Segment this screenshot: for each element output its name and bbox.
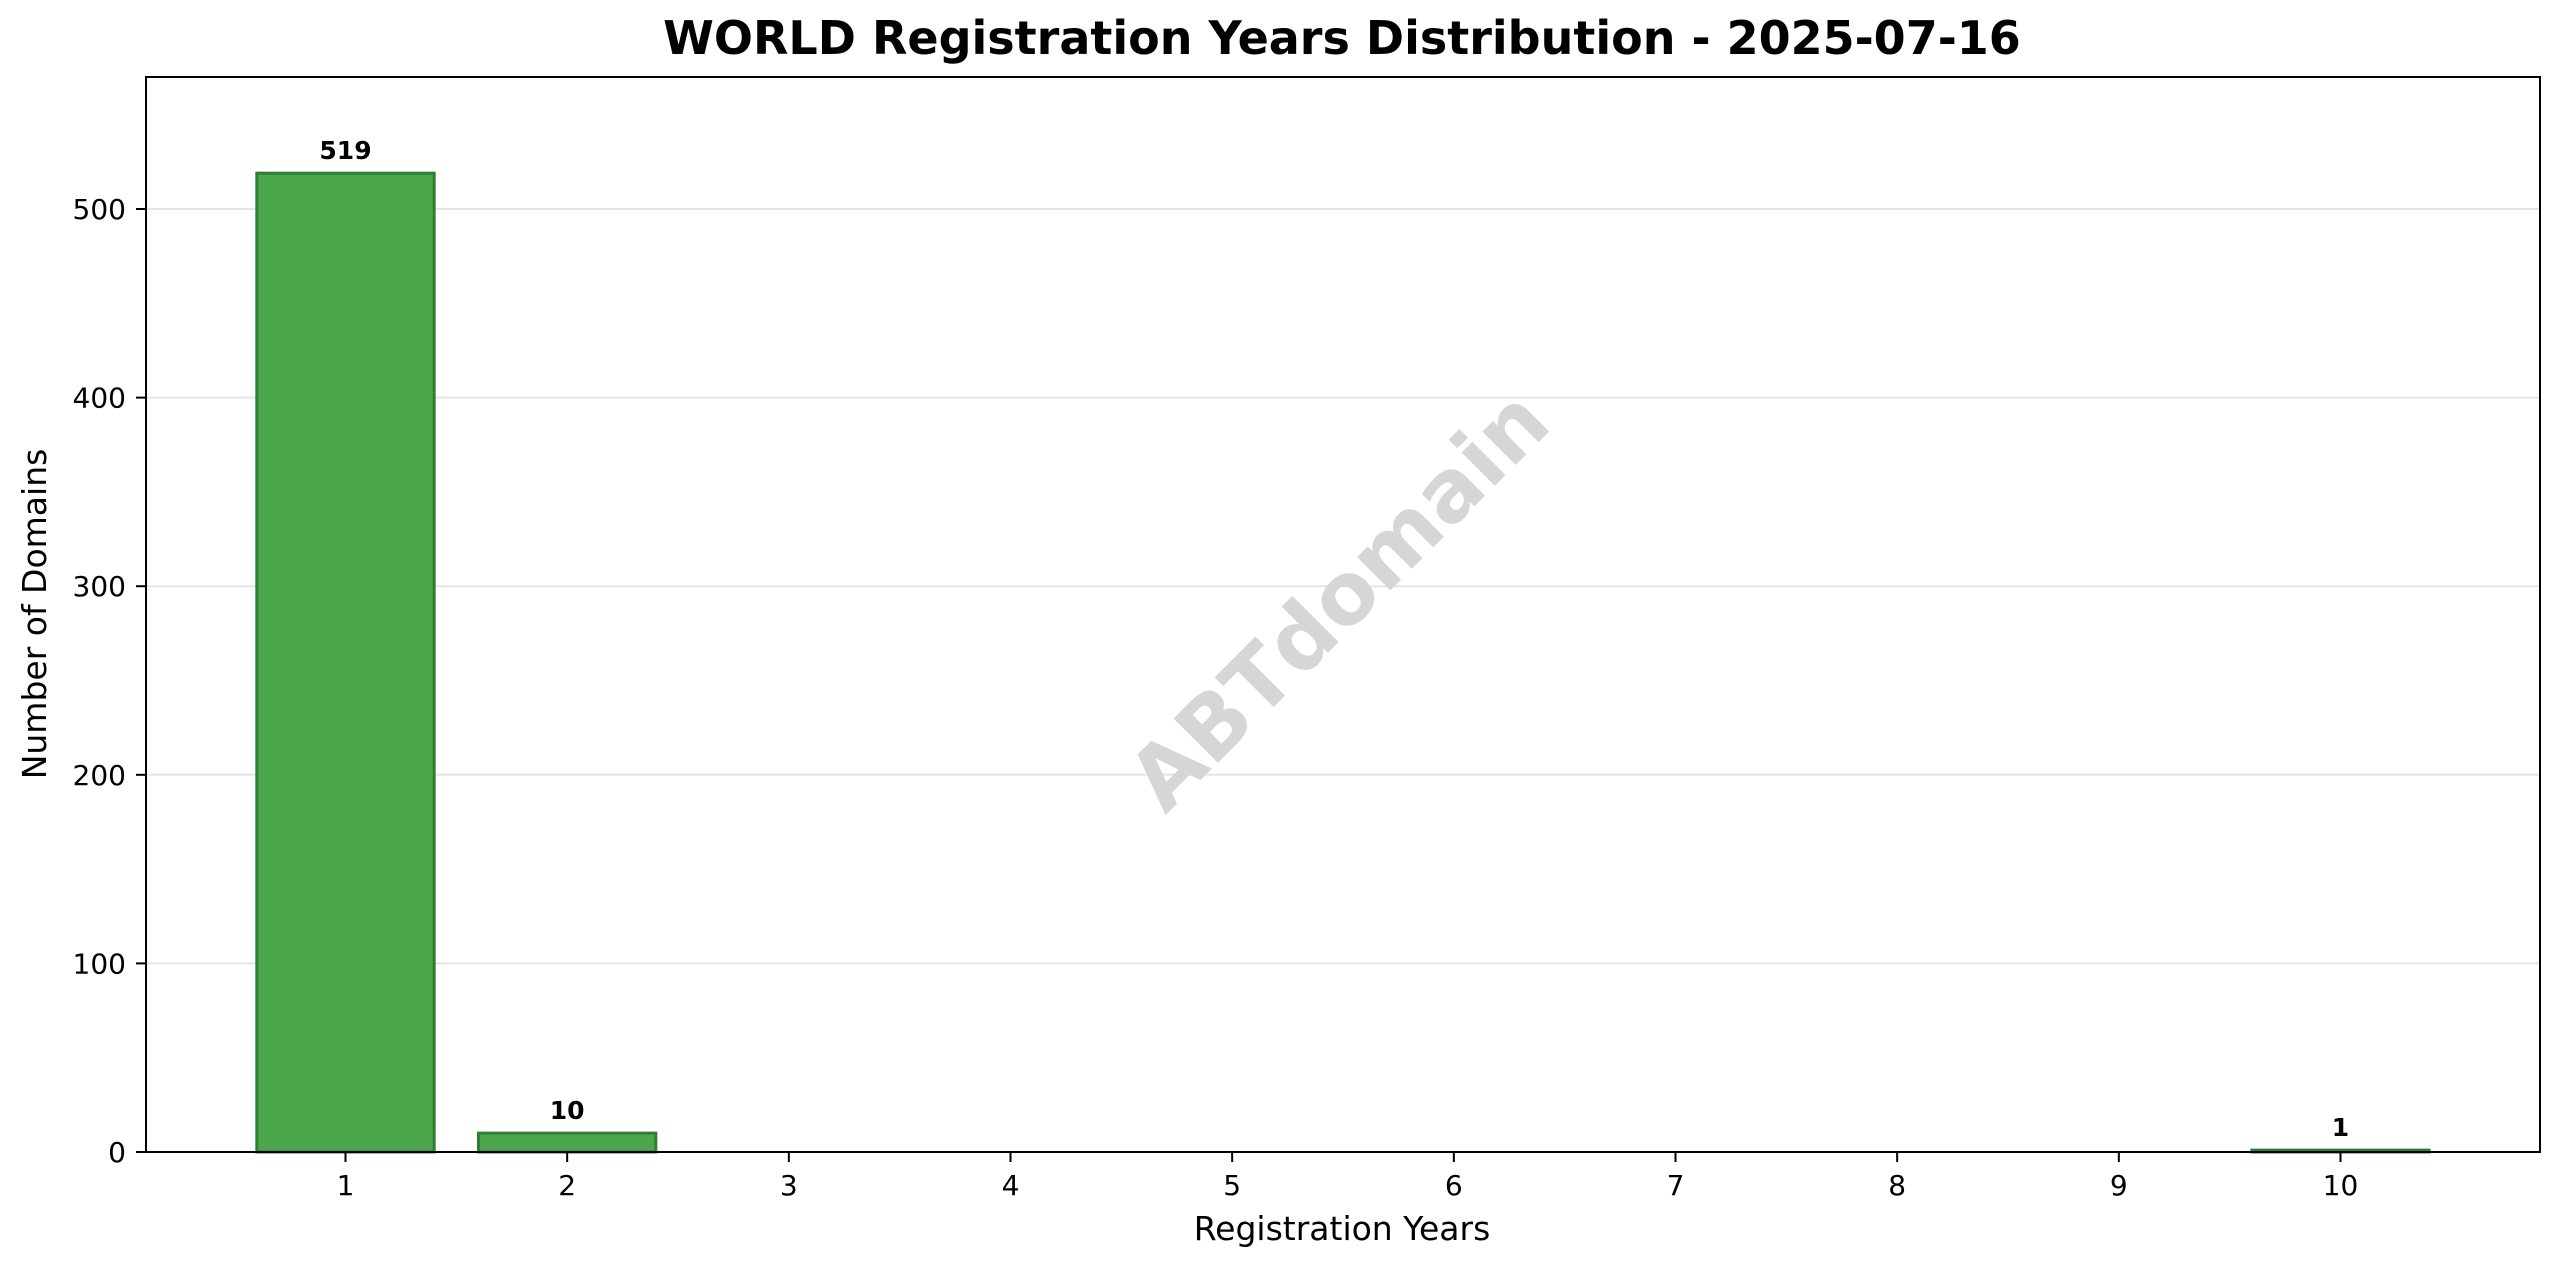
y-tick-label: 300: [73, 570, 126, 603]
bar-value-label: 10: [550, 1096, 585, 1125]
x-tick-label: 2: [558, 1169, 576, 1202]
x-tick-label: 10: [2323, 1169, 2359, 1202]
x-tick-label: 8: [1888, 1169, 1906, 1202]
plot-frame: [145, 76, 2541, 1153]
x-tick-label: 7: [1667, 1169, 1685, 1202]
y-tick-label: 100: [73, 947, 126, 980]
data-labels: 519 10 1: [319, 136, 2349, 1142]
x-axis-label: Registration Years: [1194, 1209, 1491, 1248]
chart-title: WORLD Registration Years Distribution - …: [663, 11, 2021, 65]
bar-value-label: 1: [2332, 1113, 2349, 1142]
gridlines: [146, 208, 2540, 965]
x-tick-label: 9: [2110, 1169, 2128, 1202]
bar-value-label: 519: [319, 136, 371, 165]
x-tick-label: 3: [780, 1169, 798, 1202]
x-tick-label: 5: [1223, 1169, 1241, 1202]
y-tick-label: 400: [73, 382, 126, 415]
y-axis-label: Number of Domains: [15, 449, 54, 780]
x-axis-ticks: 1 2 3 4 5 6 7 8 9 10: [337, 1152, 2359, 1202]
bar: [255, 171, 436, 1154]
x-tick-label: 6: [1445, 1169, 1463, 1202]
x-tick-label: 1: [337, 1169, 355, 1202]
y-tick-label: 200: [73, 759, 126, 792]
y-tick-label: 0: [108, 1136, 126, 1169]
bar: [477, 1131, 658, 1154]
y-tick-label: 500: [73, 193, 126, 226]
x-tick-label: 4: [1002, 1169, 1020, 1202]
bars: [255, 171, 2431, 1154]
y-axis-ticks: 0 100 200 300 400 500: [73, 193, 146, 1169]
